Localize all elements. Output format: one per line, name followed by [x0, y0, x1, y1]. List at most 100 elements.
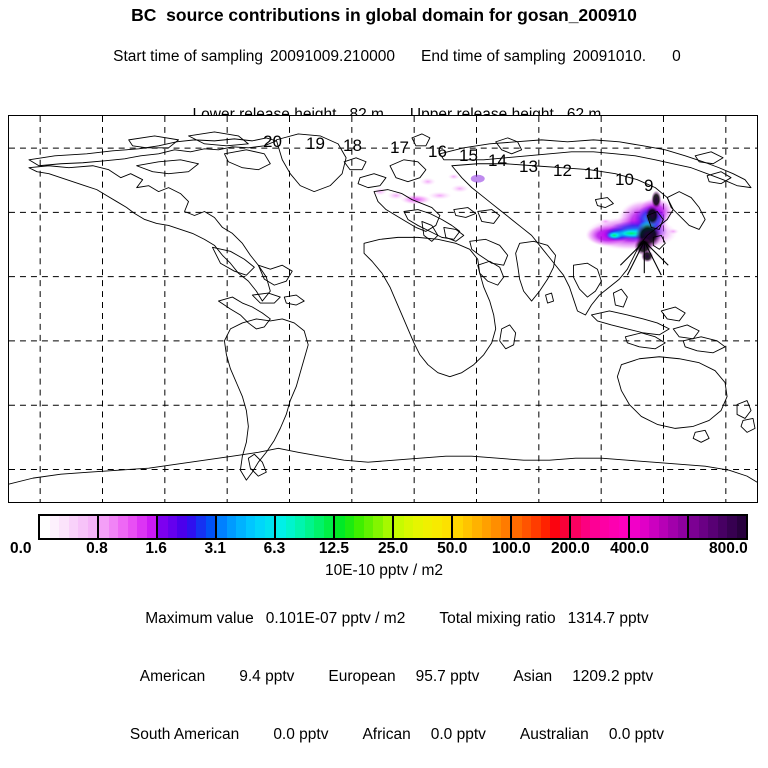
colorbar-step-3-4	[255, 516, 265, 538]
colorbar-segment-0	[40, 516, 99, 538]
colorbar-step-0-4	[78, 516, 88, 538]
colorbar-step-7-3	[481, 516, 491, 538]
trajectory-label-13: 13	[519, 157, 538, 176]
region-label-asian: Asian	[513, 668, 553, 685]
colorbar-step-8-0	[512, 516, 522, 538]
trajectory-label-15: 15	[459, 146, 478, 165]
colorbar-step-11-1	[698, 516, 708, 538]
colorbar-tick-9: 200.0	[551, 540, 590, 557]
colorbar-step-2-3	[186, 516, 196, 538]
colorbar-step-6-1	[403, 516, 413, 538]
world-map-panel[interactable]: 20 19 18 17 16 15 14 13 12 11 10 9	[8, 115, 758, 503]
colorbar-segment-3	[217, 516, 276, 538]
colorbar-step-10-0	[630, 516, 640, 538]
colorbar-step-0-2	[59, 516, 69, 538]
region-value-african: 0.0 pptv	[430, 726, 486, 743]
colorbar-step-2-4	[196, 516, 206, 538]
colorbar-tick-6: 25.0	[378, 540, 409, 557]
colorbar-step-9-1	[580, 516, 590, 538]
trajectory-label-14: 14	[488, 151, 507, 170]
colorbar-step-7-4	[491, 516, 501, 538]
colorbar-step-9-5	[618, 516, 628, 538]
statistics-block: Maximum value 0.101E-07 pptv / m2 Total mi…	[0, 592, 768, 766]
colorbar[interactable]	[38, 514, 748, 540]
colorbar-step-9-2	[590, 516, 600, 538]
colorbar-step-0-1	[49, 516, 59, 538]
colorbar-step-4-4	[314, 516, 324, 538]
colorbar-segment-5	[335, 516, 394, 538]
end-time-label: End time of sampling	[421, 48, 566, 65]
end-time-value: 20091010.	[572, 48, 647, 65]
colorbar-step-1-4	[137, 516, 147, 538]
colorbar-step-8-1	[521, 516, 531, 538]
max-value: 0.101E-07 pptv / m2	[265, 610, 406, 627]
colorbar-step-11-0	[689, 516, 699, 538]
release-point-marker	[619, 240, 669, 276]
tracer-concentration-field	[373, 173, 680, 263]
colorbar-step-11-5	[736, 516, 746, 538]
start-time-value: 20091009.210000	[270, 48, 396, 65]
colorbar-tick-4: 6.3	[263, 540, 286, 557]
colorbar-step-4-1	[285, 516, 295, 538]
page-title: BC source contributions in global domain…	[131, 5, 637, 25]
colorbar-segment-2	[158, 516, 217, 538]
colorbar-step-1-1	[108, 516, 118, 538]
trajectory-label-17: 17	[390, 138, 409, 157]
colorbar-step-7-0	[453, 516, 463, 538]
colorbar-segment-7	[453, 516, 512, 538]
colorbar-step-10-2	[649, 516, 659, 538]
colorbar-step-4-3	[304, 516, 314, 538]
trajectory-label-20: 20	[263, 132, 282, 151]
total-mixing-ratio-label: Total mixing ratio	[439, 610, 556, 627]
colorbar-step-6-5	[441, 516, 451, 538]
colorbar-step-10-1	[639, 516, 649, 538]
map-graticule	[9, 116, 757, 502]
region-label-south-american: South American	[129, 726, 240, 743]
trajectory-label-10: 10	[615, 170, 634, 189]
colorbar-step-10-3	[658, 516, 668, 538]
region-value-australian: 0.0 pptv	[608, 726, 664, 743]
colorbar-step-11-4	[727, 516, 737, 538]
colorbar-step-4-2	[295, 516, 305, 538]
colorbar-step-6-0	[394, 516, 404, 538]
region-label-australian: Australian	[519, 726, 589, 743]
colorbar-step-1-5	[146, 516, 156, 538]
colorbar-step-6-3	[422, 516, 432, 538]
colorbar-step-3-1	[226, 516, 236, 538]
colorbar-unit-label: 10E-10 pptv / m2	[324, 562, 444, 579]
colorbar-step-11-2	[708, 516, 718, 538]
colorbar-tick-7: 50.0	[437, 540, 468, 557]
colorbar-segment-10	[630, 516, 689, 538]
colorbar-step-10-4	[668, 516, 678, 538]
colorbar-step-10-5	[677, 516, 687, 538]
trajectory-label-12: 12	[553, 161, 572, 180]
colorbar-step-3-0	[217, 516, 227, 538]
colorbar-step-5-4	[373, 516, 383, 538]
colorbar-step-5-3	[363, 516, 373, 538]
colorbar-segment-4	[276, 516, 335, 538]
colorbar-step-7-5	[500, 516, 510, 538]
colorbar-step-4-0	[276, 516, 286, 538]
region-value-asian: 1209.2 pptv	[572, 668, 654, 685]
colorbar-tick-5: 12.5	[318, 540, 349, 557]
trajectory-label-9: 9	[644, 176, 654, 195]
colorbar-step-2-2	[177, 516, 187, 538]
colorbar-step-1-2	[118, 516, 128, 538]
colorbar-step-5-0	[335, 516, 345, 538]
trajectory-label-19: 19	[306, 134, 325, 153]
colorbar-segment-8	[512, 516, 571, 538]
colorbar-step-9-4	[609, 516, 619, 538]
colorbar-step-0-3	[68, 516, 78, 538]
colorbar-tick-11: 800.0	[709, 540, 748, 557]
colorbar-segment-6	[394, 516, 453, 538]
trajectory-label-18: 18	[343, 136, 362, 155]
colorbar-step-8-4	[550, 516, 560, 538]
map-coastlines	[9, 131, 757, 485]
region-value-american: 9.4 pptv	[239, 668, 295, 685]
colorbar-step-1-3	[127, 516, 137, 538]
trajectory-label-11: 11	[584, 164, 602, 183]
stat-line-totals: Maximum value 0.101E-07 pptv / m2 Total mi…	[0, 592, 768, 646]
colorbar-step-5-2	[354, 516, 364, 538]
colorbar-step-2-1	[167, 516, 177, 538]
colorbar-step-1-0	[99, 516, 109, 538]
